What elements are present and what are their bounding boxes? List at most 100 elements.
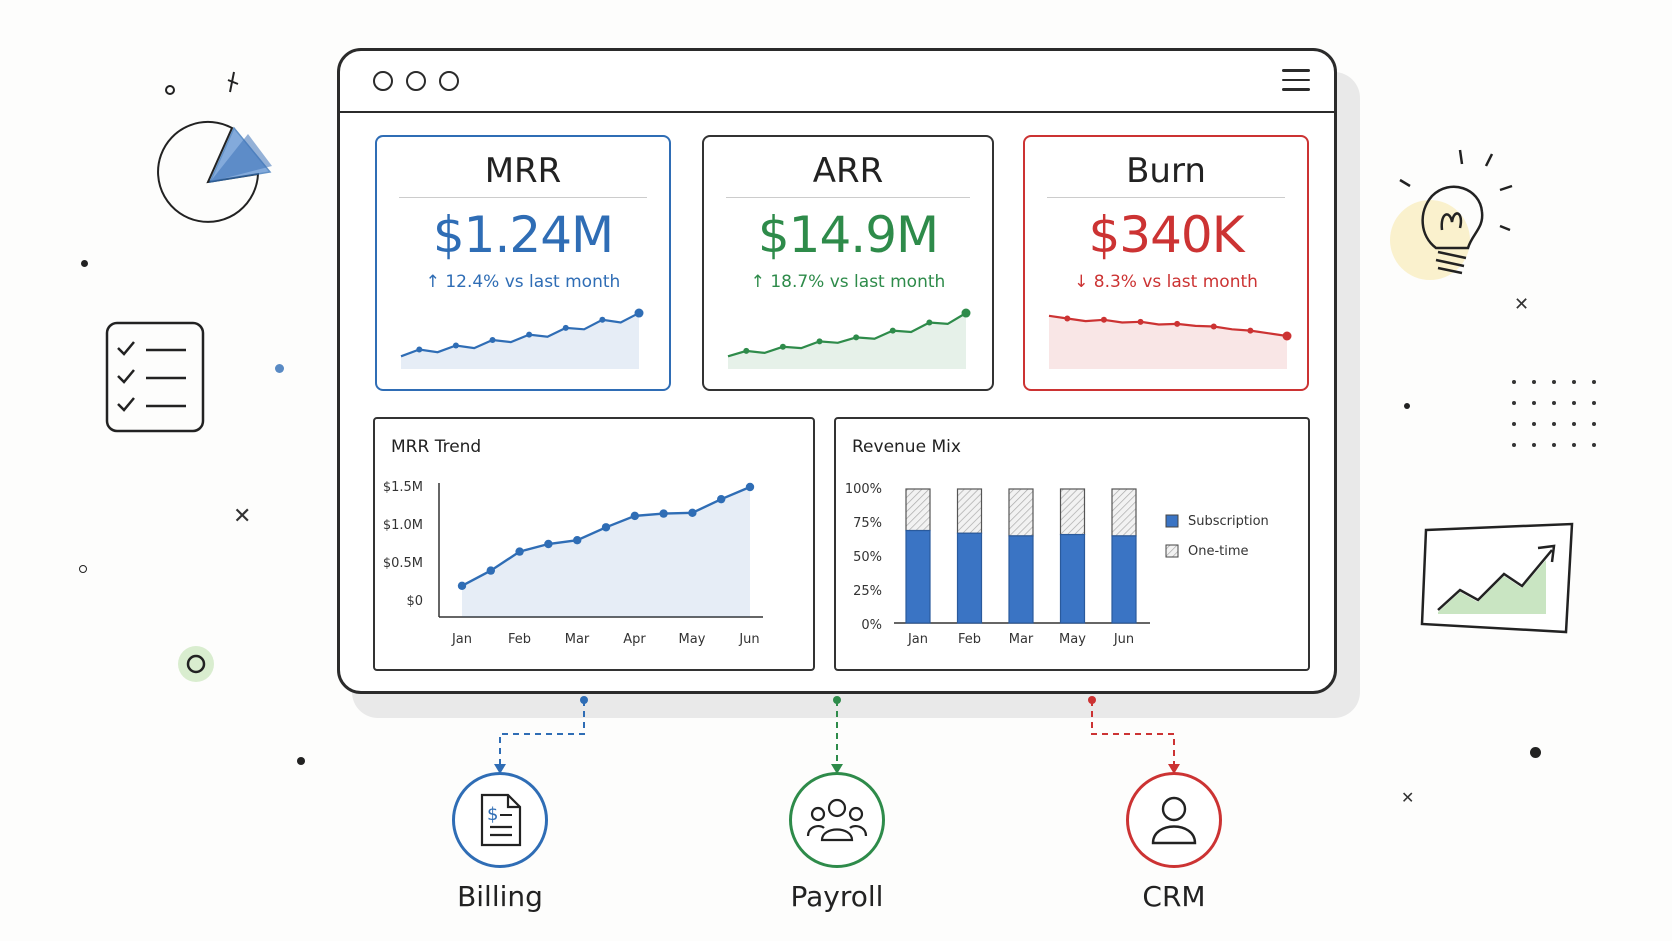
kpi-change: ↑ 12.4% vs last month [377, 272, 669, 292]
kpi-title: ARR [812, 151, 884, 191]
x-tick-label: Jun [1113, 632, 1134, 647]
bar-one-time [956, 488, 983, 534]
kpi-sparkline [1048, 314, 1292, 369]
team-icon [806, 798, 868, 842]
sparkline-point [562, 324, 569, 331]
x-tick-label: Apr [623, 632, 646, 647]
arrow-up-icon: ↑ [750, 272, 765, 292]
kpi-divider [1047, 197, 1285, 198]
kpi-change-text: 12.4% vs last month [445, 272, 621, 292]
legend-label: One-time [1188, 544, 1249, 559]
dot-decoration [1530, 747, 1541, 758]
sparkline-point [1100, 316, 1107, 323]
window-minimize-control[interactable] [406, 71, 426, 91]
bar-one-time [1059, 488, 1086, 536]
arrow-up-icon: ↑ [425, 272, 440, 292]
svg-text:$: $ [487, 804, 498, 825]
y-tick-label: 25% [853, 584, 882, 599]
dot-decoration [81, 260, 88, 267]
dot-grid-decoration [1512, 380, 1596, 447]
trend-point [457, 581, 467, 590]
integration-label: CRM [1142, 880, 1206, 913]
kpi-card-mrr[interactable]: MRR $1.24M ↑ 12.4% vs last month [375, 135, 671, 391]
mrr-trend-panel: $1.5M $1.0M $0.5M $0 Jan Feb Mar Apr May Jun MRR … [373, 417, 815, 671]
legend-label: Subscription [1188, 514, 1269, 529]
window-maximize-control[interactable] [439, 71, 459, 91]
integration-payroll[interactable]: Payroll [757, 772, 917, 913]
sparkline-point [452, 342, 459, 349]
y-tick-label: 50% [853, 550, 882, 565]
lightbulb-doodle-icon [1390, 149, 1513, 280]
bar-subscription [905, 529, 931, 624]
integration-billing[interactable]: $ Billing [420, 772, 580, 913]
integration-label: Billing [457, 880, 543, 913]
window-titlebar [340, 51, 1334, 113]
y-tick-label: $0 [406, 594, 423, 609]
integration-crm[interactable]: CRM [1094, 772, 1254, 913]
trend-point [544, 539, 553, 549]
window-close-control[interactable] [373, 71, 393, 91]
growth-chart-doodle-icon [1420, 522, 1574, 634]
dot-decoration [1404, 403, 1410, 409]
kpi-sparkline [400, 308, 644, 369]
y-tick-label: $1.0M [383, 518, 423, 533]
kpi-card-arr[interactable]: ARR $14.9M ↑ 18.7% vs last month [702, 135, 994, 391]
dot-decoration [275, 364, 284, 373]
bar-one-time [905, 488, 931, 532]
mrr-trend-chart: $1.5M $1.0M $0.5M $0 Jan Feb Mar Apr May Jun [383, 480, 763, 647]
kpi-title: Burn [1126, 151, 1206, 191]
x-tick-label: Jan [451, 632, 472, 647]
sparkline-point [634, 308, 644, 318]
y-tick-label: $1.5M [383, 480, 423, 495]
x-tick-label: Jun [738, 632, 759, 647]
arrow-down-icon: ↓ [1074, 272, 1089, 292]
hamburger-menu-icon[interactable] [1282, 69, 1310, 91]
x-tick-label: May [1059, 632, 1086, 647]
kpi-card-burn[interactable]: Burn $340K ↓ 8.3% vs last month [1023, 135, 1309, 391]
sparkline-point [743, 347, 750, 354]
panel-title: Revenue Mix [852, 437, 961, 457]
x-tick-label: Jan [907, 632, 928, 647]
dot-decoration [79, 565, 87, 573]
sparkline-line [1048, 314, 1288, 338]
sparkline-area [401, 313, 639, 369]
kpi-change-text: 18.7% vs last month [770, 272, 946, 292]
pie-chart-doodle-icon [157, 71, 272, 223]
sparkline-point [926, 319, 933, 326]
x-tick-label: Mar [1009, 632, 1034, 647]
revenue-mix-panel: 100% 75% 50% 25% 0% Jan Feb Mar May Jun Subscripti… [834, 417, 1310, 671]
dot-decoration [297, 757, 305, 765]
trend-point [601, 523, 611, 532]
sparkline-point [599, 316, 606, 323]
sparkline-point [1064, 315, 1071, 322]
kpi-sparkline [727, 308, 971, 369]
sparkline-point [779, 343, 786, 350]
y-tick-label: 0% [861, 618, 882, 633]
trend-point [573, 536, 582, 545]
x-tick-label: Feb [958, 632, 981, 647]
cross-decoration: ✕ [1514, 294, 1530, 315]
kpi-change: ↓ 8.3% vs last month [1025, 272, 1307, 292]
sparkline-point [526, 331, 533, 338]
kpi-title: MRR [484, 151, 562, 191]
bar-subscription [1059, 533, 1086, 624]
sparkline-point [816, 338, 823, 345]
trend-point [630, 511, 639, 521]
integration-circle [1126, 772, 1222, 868]
x-tick-label: Feb [508, 632, 531, 647]
sparkline-point [1137, 318, 1144, 325]
sparkline-point [1210, 323, 1217, 330]
kpi-value: $340K [1088, 206, 1244, 264]
sparkline-line [727, 312, 967, 358]
sparkline-point [416, 346, 423, 353]
sparkline-point [1174, 320, 1181, 327]
trend-point [745, 482, 755, 492]
bar-subscription [956, 532, 983, 624]
dashboard-window: MRR $1.24M ↑ 12.4% vs last month ARR $14… [337, 48, 1337, 694]
bar-subscription [1111, 535, 1137, 624]
bar-one-time [1008, 488, 1034, 537]
trend-point [486, 566, 495, 575]
trend-point [717, 494, 726, 504]
green-ring-icon [178, 646, 214, 682]
integration-circle: $ [452, 772, 548, 868]
